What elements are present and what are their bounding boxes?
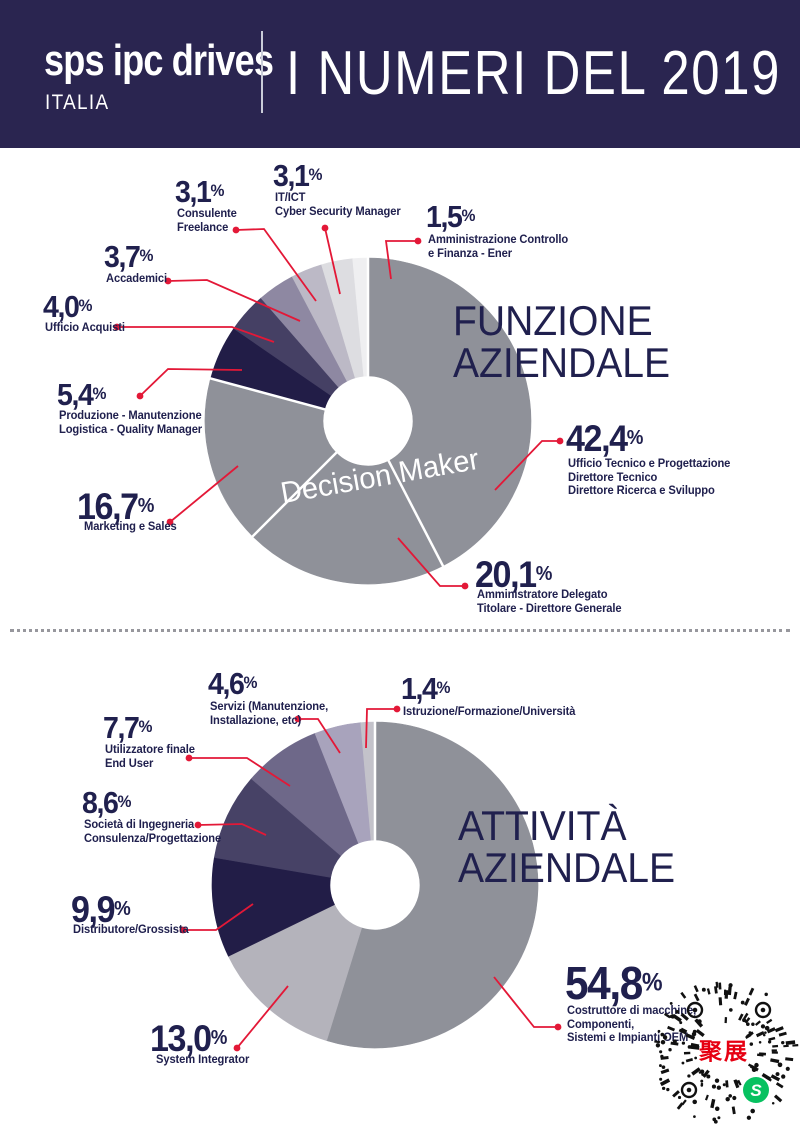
dotted-separator <box>10 629 790 632</box>
leader-line <box>235 228 317 302</box>
leader-line <box>169 465 239 523</box>
leader-dot <box>232 226 240 234</box>
slice-label: Distributore/Grossista <box>73 924 189 936</box>
funzione-aziendale-chart-section: FUNZIONE AZIENDALE Decision Maker 42,4% U… <box>0 148 800 632</box>
miniprogram-icon: S <box>743 1077 769 1103</box>
slice-value: 7,7% <box>103 710 153 745</box>
qr-center-area <box>699 1026 749 1076</box>
slice-label: Ufficio Tecnico e Progettazione Direttore… <box>568 458 731 497</box>
leader-dot <box>136 392 144 400</box>
qr-dot-pattern <box>654 981 799 1124</box>
slice-value: 4,6% <box>208 666 258 701</box>
slice-value: 3,1% <box>175 174 225 209</box>
qr-position-marker <box>680 1081 698 1099</box>
slice-divider-line <box>209 377 326 411</box>
leader-line <box>197 823 267 836</box>
qr-overlay-text: 聚展 <box>698 1038 749 1064</box>
funzione-aziendale-donut-chart <box>113 224 564 590</box>
leader-dot <box>113 323 121 331</box>
leader-line <box>298 718 341 754</box>
svg-text:S: S <box>750 1081 762 1100</box>
leader-dot <box>393 705 401 713</box>
slice-value: 4,0% <box>43 289 93 324</box>
slice-label: Amministrazione Controllo e Finanza - Ene… <box>428 234 569 260</box>
leader-dot <box>233 1044 241 1052</box>
donut-slice <box>367 257 532 567</box>
slice-value: 1,5% <box>426 199 476 234</box>
slice-divider-line <box>251 451 338 538</box>
slice-value: 13,0% <box>150 1018 228 1059</box>
donut-slice <box>326 721 539 1049</box>
wechat-qr-code: 聚展 S <box>654 981 799 1124</box>
slice-label: System Integrator <box>156 1054 250 1066</box>
attivita-aziendale-donut-chart <box>179 705 562 1052</box>
leader-line <box>324 227 341 295</box>
slice-label: IT/ICT Cyber Security Manager <box>275 192 401 218</box>
slice-value: 3,1% <box>273 158 323 193</box>
slice-label: Utilizzatore finale End User <box>105 744 195 770</box>
chart-title-attivita: ATTIVITÀ AZIENDALE <box>458 802 676 891</box>
donut-slice <box>227 904 363 1042</box>
leader-line <box>384 240 418 280</box>
leader-line <box>183 903 254 931</box>
qr-position-marker <box>686 1001 704 1019</box>
leader-line <box>139 368 243 397</box>
leader-dot <box>554 1023 562 1031</box>
attivita-aziendale-chart-section: ATTIVITÀ AZIENDALE 54,8% Costruttore di m… <box>0 633 800 1128</box>
slice-label: Istruzione/Formazione/Università <box>403 706 576 718</box>
donut-slice <box>252 452 444 585</box>
leader-line <box>236 985 289 1049</box>
slice-label: Produzione - Manutenzione Logistica - Qua… <box>59 410 203 436</box>
leader-dot <box>166 518 174 526</box>
leader-dot <box>164 277 172 285</box>
slice-value: 8,6% <box>82 785 132 820</box>
page-title: I NUMERI DEL 2019 <box>286 39 782 108</box>
slice-divider-line <box>387 459 445 568</box>
header-banner: sps ipc drives ITALIA I NUMERI DEL 2019 <box>0 0 800 148</box>
leader-dot <box>414 237 422 245</box>
slice-label: Amministratore Delegato Titolare - Dirett… <box>477 589 622 615</box>
leader-dot <box>556 437 564 445</box>
leader-dot <box>179 926 187 934</box>
leader-line <box>189 757 291 787</box>
sps-ipc-drives-logo: sps ipc drives <box>44 36 274 85</box>
slice-value: 20,1% <box>475 554 553 595</box>
leader-dot <box>294 715 302 723</box>
leader-line <box>117 326 275 343</box>
leader-line <box>397 537 465 587</box>
slice-label: Accademici <box>106 273 168 285</box>
header-divider-line <box>261 31 263 113</box>
slice-label: Consulente Freelance <box>177 208 237 234</box>
leader-line <box>167 279 301 322</box>
slice-label: Ufficio Acquisti <box>45 322 125 334</box>
chart-title-funzione: FUNZIONE AZIENDALE <box>453 297 671 386</box>
slice-value: 5,4% <box>57 377 107 412</box>
slice-value: 54,8% <box>565 957 663 1009</box>
slice-value: 42,4% <box>566 418 644 459</box>
logo-subtitle-italia: ITALIA <box>45 91 110 114</box>
donut-slice <box>204 378 337 537</box>
leader-dot <box>321 224 329 232</box>
slice-value: 16,7% <box>77 486 155 527</box>
slice-value: 1,4% <box>401 671 451 706</box>
leader-line <box>365 708 397 749</box>
slice-label: Servizi (Manutenzione, Installazione, etc… <box>210 701 329 727</box>
leader-dot <box>461 582 469 590</box>
leader-line <box>494 440 560 491</box>
slice-label: Società di Ingegneria Consulenza/Progetta… <box>84 819 222 845</box>
slice-value: 3,7% <box>104 239 154 274</box>
slice-value: 9,9% <box>71 889 131 930</box>
qr-position-marker <box>754 1001 772 1019</box>
leader-dot <box>185 754 193 762</box>
slice-label: Marketing e Sales <box>84 521 177 533</box>
leader-dot <box>194 821 202 829</box>
leader-line <box>493 976 558 1028</box>
